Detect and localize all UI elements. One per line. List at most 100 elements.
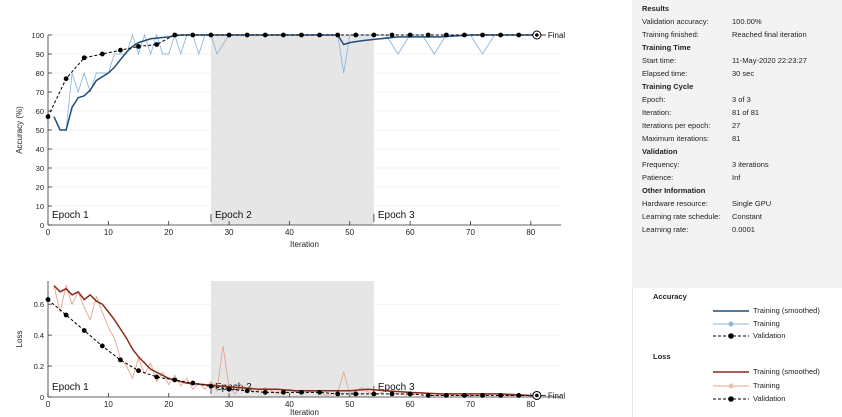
y-tick-label: 0.4 [34,331,44,340]
validation-point [154,42,160,47]
info-key: Iteration: [642,108,672,117]
y-tick-label: 80 [36,69,44,78]
y-tick-label: 70 [36,88,44,97]
validation-point [81,55,87,61]
validation-point [190,380,196,386]
x-axis-label: Iteration [290,240,319,249]
epoch-2-shading [210,281,374,397]
legend-item: Validation [713,394,842,404]
x-tick-label: 80 [526,228,535,237]
y-tick-label: 0 [40,393,44,402]
info-row: Hardware resource: Single GPU [642,197,842,210]
info-row: Validation accuracy: 100.00% [642,15,842,28]
x-tick-label: 50 [345,400,354,409]
loss-plot: 0 10 20 30 40 50 60 70 80 0 0.2 0.4 0.6 Epoch 1 Epoch … [15,281,565,417]
training-cycle-section: Training Cycle Epoch: 3 of 3 Iteration: 81… [642,80,842,145]
info-key: Training finished: [642,30,699,39]
training-progress-charts: 0 10 20 30 40 50 60 70 800102030405060708090100E… [15,30,566,417]
x-tick-label: 0 [46,228,51,237]
info-row: Epoch: 3 of 3 [642,93,842,106]
info-row: Iterations per epoch: 27 [642,119,842,132]
y-axis-label: Loss [15,331,24,348]
y-tick-label: 50 [36,126,44,135]
validation-point [443,32,449,38]
validation-point [353,391,359,397]
info-value: 11-May-2020 22:23:27 [732,56,807,65]
validation-point [172,377,178,383]
info-value: 0.0001 [732,225,755,234]
final-label: Final [548,31,566,40]
validation-point [136,44,141,49]
validation-series-line [47,34,537,117]
validation-point [99,343,105,349]
validation-point [63,76,69,82]
validation-point [118,47,123,53]
info-value: 3 iterations [732,160,769,169]
x-tick-label: 0 [46,400,51,409]
training-smoothed-series-line [53,34,537,131]
epoch-label: Epoch 1 [52,210,89,221]
x-tick-label: 40 [285,400,294,409]
other-information-title: Other Information [642,186,706,195]
validation-point [99,51,105,57]
validation-point [280,32,286,38]
info-value: 3 of 3 [732,95,751,104]
other-information-section: Other Information Hardware resource: Sing… [642,184,842,236]
legend-item: Validation [713,331,842,341]
epoch-label: Epoch 3 [378,382,415,393]
y-tick-label: 0.2 [34,362,44,371]
legend-item: Training [713,381,842,391]
validation-point [262,32,268,38]
info-row: Iteration: 81 of 81 [642,106,842,119]
x-tick-label: 60 [406,228,415,237]
info-value: Inf [732,173,741,182]
validation-point [190,32,196,38]
validation-point [480,32,485,38]
x-tick-label: 60 [406,400,415,409]
final-label: Final [548,391,566,400]
validation-point [172,32,178,38]
info-row: Maximum iterations: 81 [642,132,842,145]
validation-point [136,368,141,374]
info-key: Frequency: [642,160,680,169]
validation-point [299,32,304,38]
y-tick-label: 30 [36,164,44,173]
validation-point [208,383,214,389]
legend-accuracy-title: Accuracy [653,292,687,301]
validation-point [45,114,51,120]
validation-point [226,32,232,38]
validation-point [244,32,250,38]
final-marker-center [535,393,539,398]
info-value: Single GPU [732,199,772,208]
y-axis-label: Accuracy (%) [15,106,24,154]
y-tick-label: 100 [31,31,44,40]
x-tick-label: 40 [285,228,294,237]
info-value: Reached final iteration [732,30,807,39]
validation-point [389,391,395,397]
info-key: Hardware resource: [642,199,708,208]
legend-label: Validation [753,331,786,340]
validation-point [443,393,449,398]
legend-label: Validation [753,394,786,403]
validation-point [335,32,341,38]
info-row: Start time: 11-May-2020 22:23:27 [642,54,842,67]
info-row: Learning rate schedule: Constant [642,210,842,223]
validation-point [63,312,69,318]
info-key: Validation accuracy: [642,17,709,26]
legend-line-icon [713,371,749,373]
info-key: Learning rate schedule: [642,212,721,221]
info-value: 27 [732,121,741,130]
validation-point [462,32,467,38]
validation-point [81,328,87,333]
validation-point [407,32,413,38]
legend-label: Training [753,319,780,328]
validation-point [335,391,341,397]
validation-point [208,32,214,38]
info-key: Iterations per epoch: [642,121,711,130]
final-marker-center [535,33,539,37]
results-section: Results Validation accuracy: 100.00% Trai… [642,2,842,41]
epoch-label: Epoch 2 [215,210,252,221]
x-tick-label: 20 [164,400,173,409]
validation-point [462,393,467,398]
x-tick-label: 20 [164,228,173,237]
